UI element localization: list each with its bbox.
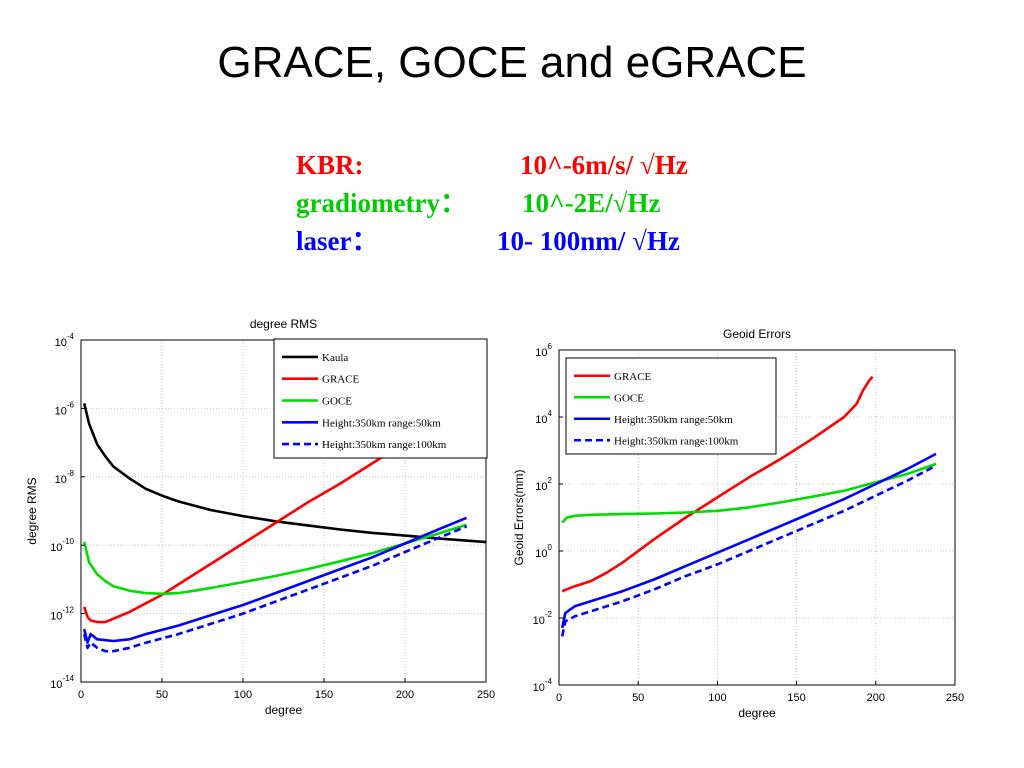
y-tick-label-1: 10-6 xyxy=(55,400,75,417)
legend-label-3: Height:350km range:100km xyxy=(614,435,739,447)
x-tick-label-4: 200 xyxy=(396,689,414,701)
y-tick-label-2: 10-8 xyxy=(55,469,75,486)
series-line-0 xyxy=(561,375,874,593)
y-axis-label: Geoid Errors(mm) xyxy=(512,469,526,565)
plot-frame xyxy=(558,349,956,686)
y-tick-label-3: 10-10 xyxy=(50,537,74,554)
legend-label-2: GOCE xyxy=(322,396,352,408)
legend-label-3: Height:350km range:50km xyxy=(322,417,441,429)
y-tick-label-4: 10-12 xyxy=(50,606,74,623)
y-axis-label: degree RMS xyxy=(25,477,39,544)
legend-label-4: Height:350km range:100km xyxy=(322,439,447,451)
y-tick-label-1: 104 xyxy=(535,409,552,426)
x-tick-label-3: 150 xyxy=(315,689,333,701)
spec-value-kbr: 10^-6m/s/ √Hz xyxy=(520,150,688,180)
x-tick-label-0: 0 xyxy=(556,692,562,704)
legend-label-1: GRACE xyxy=(322,374,360,386)
series-line-3 xyxy=(560,464,937,637)
x-axis-label: degree xyxy=(265,703,303,717)
x-tick-label-5: 250 xyxy=(946,692,964,704)
spec-value-laser: 10- 100nm/ √Hz xyxy=(497,226,680,256)
x-tick-label-1: 50 xyxy=(156,689,168,701)
spec-value-gradiometry: 10^-2E/√Hz xyxy=(522,188,661,218)
spec-label-kbr: KBR: xyxy=(296,150,364,180)
y-tick-label-4: 10-2 xyxy=(533,610,553,627)
y-tick-label-2: 102 xyxy=(535,476,552,493)
series-line-4 xyxy=(82,525,468,653)
series-line-2 xyxy=(560,452,937,629)
y-tick-label-0: 106 xyxy=(535,342,552,359)
legend-label-1: GOCE xyxy=(614,392,644,404)
legend-label-0: Kaula xyxy=(322,352,348,364)
chart-0: 0 50 100 150 200 250 10-4 10-6 10-8 10-10 10-12 10-… xyxy=(25,317,495,717)
series-line-3 xyxy=(82,516,468,645)
chart-1: 0 50 100 150 200 250 106 104 102 100 10-2 10-4 Geoid… xyxy=(512,327,964,720)
x-tick-label-2: 100 xyxy=(234,689,252,701)
x-tick-label-4: 200 xyxy=(867,692,885,704)
x-tick-label-0: 0 xyxy=(78,689,84,701)
chart-title: Geoid Errors xyxy=(723,327,791,341)
legend-box xyxy=(565,357,777,455)
legend-box xyxy=(273,338,488,459)
series-line-0 xyxy=(82,402,487,544)
spec-label-laser: laser： xyxy=(296,226,379,256)
slide-title: GRACE, GOCE and eGRACE xyxy=(217,38,807,87)
legend-label-2: Height:350km range:50km xyxy=(614,414,733,426)
x-axis-label: degree xyxy=(738,706,776,720)
series-line-2 xyxy=(82,523,467,596)
x-tick-label-3: 150 xyxy=(787,692,805,704)
spec-label-gradiometry: gradiometry： xyxy=(296,188,467,218)
chart-title: degree RMS xyxy=(250,317,317,331)
y-tick-label-0: 10-4 xyxy=(55,332,75,349)
y-tick-label-3: 100 xyxy=(535,543,552,560)
series-line-1 xyxy=(561,462,937,524)
x-tick-label-1: 50 xyxy=(632,692,644,704)
x-tick-label-5: 250 xyxy=(477,689,495,701)
y-tick-label-5: 10-14 xyxy=(50,674,74,691)
x-tick-label-2: 100 xyxy=(708,692,726,704)
legend-label-0: GRACE xyxy=(614,371,652,383)
y-tick-label-5: 10-4 xyxy=(533,677,553,694)
